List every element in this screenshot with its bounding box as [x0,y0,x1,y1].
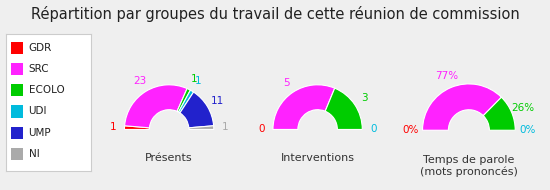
Bar [10,148,23,160]
Bar [10,63,23,75]
Bar [10,127,23,139]
Text: 0%: 0% [519,125,536,135]
Text: Interventions: Interventions [280,153,355,163]
Text: 77%: 77% [434,71,458,81]
Text: 26%: 26% [512,103,535,113]
Text: Présents: Présents [145,153,193,163]
Wedge shape [325,88,362,129]
Text: Temps de parole
(mots prononcés): Temps de parole (mots prononcés) [420,155,518,177]
Bar [10,84,23,97]
Text: 0: 0 [258,124,265,135]
Wedge shape [189,126,214,129]
Text: 1: 1 [195,76,201,86]
Text: 1: 1 [109,122,116,132]
Wedge shape [125,85,187,128]
Text: NI: NI [29,149,39,159]
Text: 23: 23 [134,76,147,86]
Wedge shape [273,85,335,129]
Text: UDI: UDI [29,106,47,116]
Wedge shape [177,89,190,112]
Text: Répartition par groupes du travail de cette réunion de commission: Répartition par groupes du travail de ce… [31,6,519,22]
Wedge shape [483,97,515,130]
Bar [10,42,23,54]
Wedge shape [422,84,502,130]
Wedge shape [124,126,150,129]
Text: ECOLO: ECOLO [29,85,64,95]
Text: 0: 0 [371,124,377,135]
Text: 1: 1 [191,74,197,84]
Text: 1: 1 [222,122,229,132]
Text: 5: 5 [283,78,290,88]
Text: 0%: 0% [402,125,419,135]
Bar [10,105,23,118]
Wedge shape [180,92,213,128]
Text: UMP: UMP [29,128,51,138]
Wedge shape [179,90,194,113]
Text: 11: 11 [211,96,224,106]
Text: GDR: GDR [29,43,52,53]
Text: SRC: SRC [29,64,49,74]
Text: 3: 3 [361,93,368,103]
